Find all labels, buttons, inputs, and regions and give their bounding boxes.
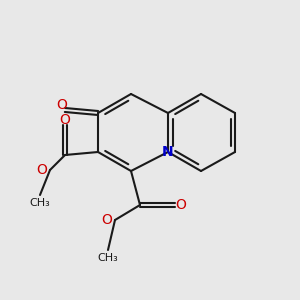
Text: O: O: [60, 113, 70, 127]
Text: N: N: [162, 145, 174, 159]
Text: CH₃: CH₃: [98, 253, 118, 263]
Text: CH₃: CH₃: [30, 198, 50, 208]
Text: O: O: [37, 163, 47, 177]
Text: O: O: [102, 213, 112, 227]
Text: O: O: [176, 198, 186, 212]
Text: O: O: [57, 98, 68, 112]
